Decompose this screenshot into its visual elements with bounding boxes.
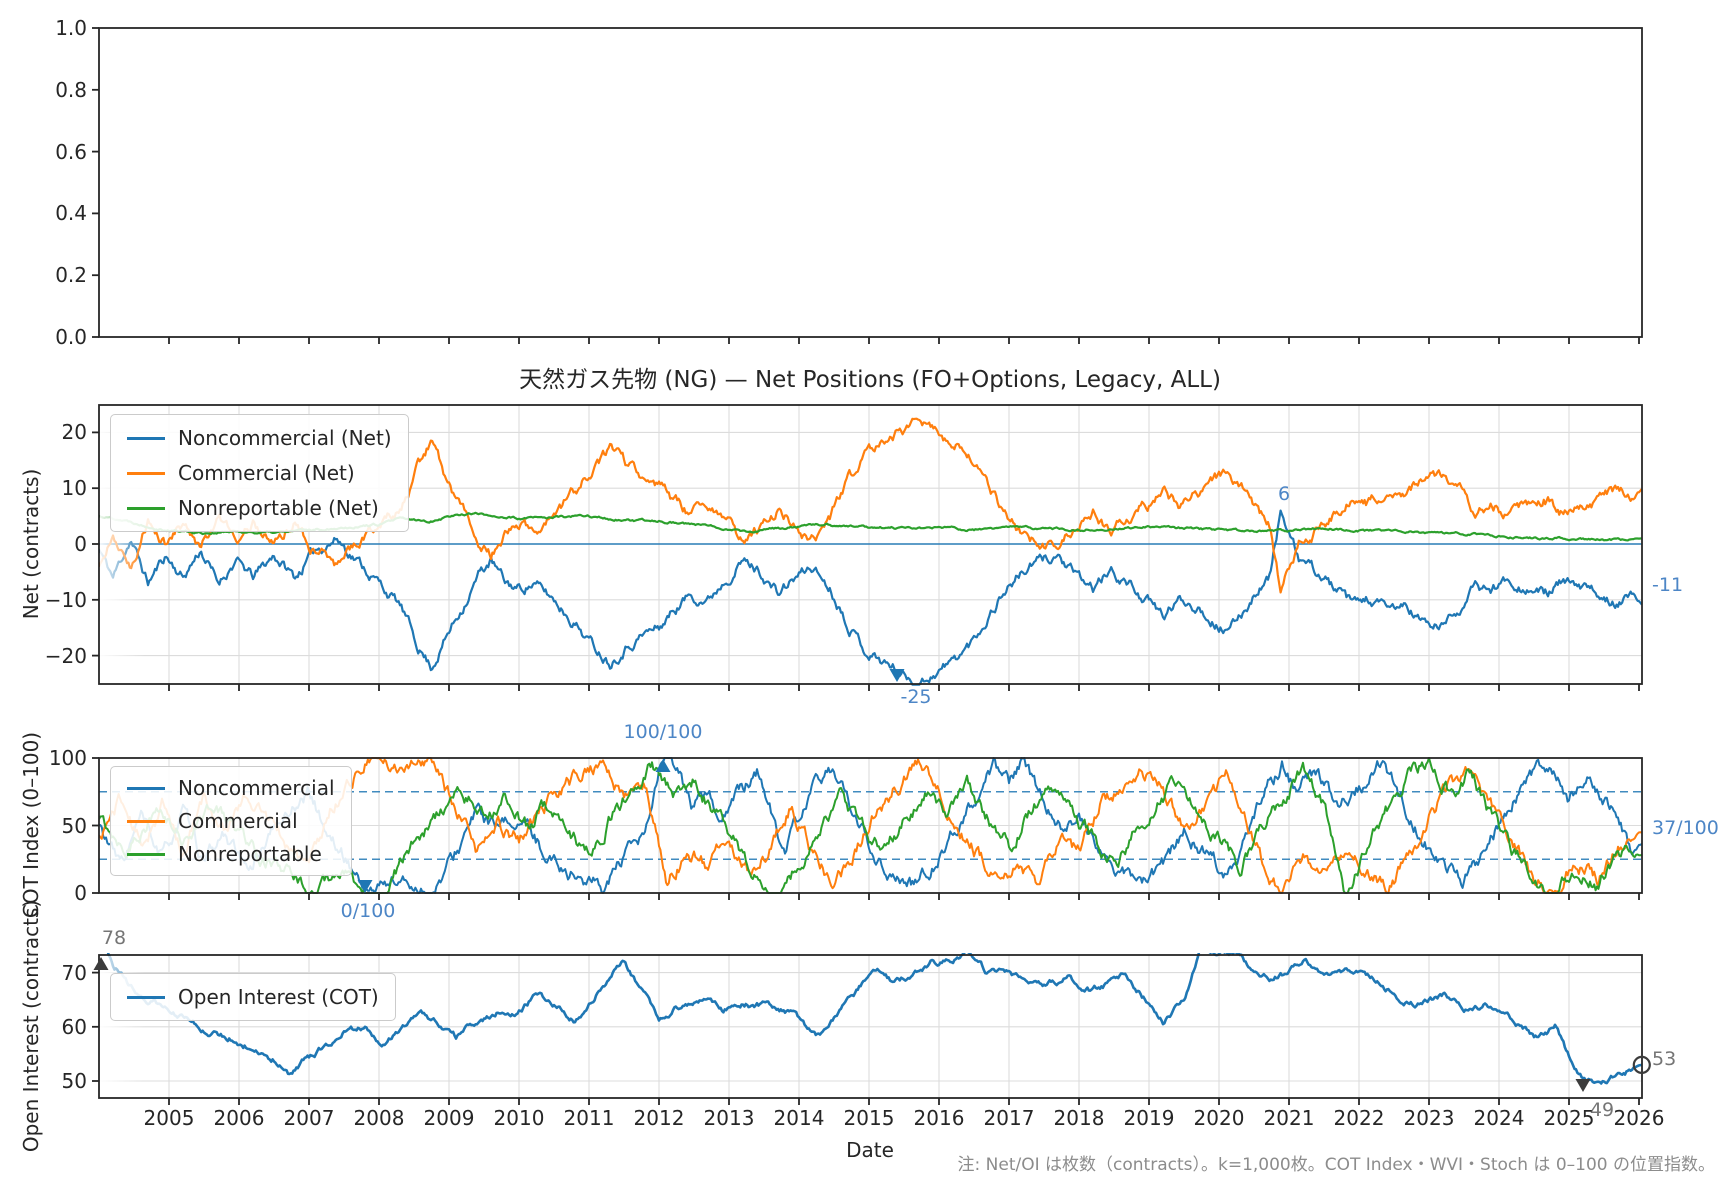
xtick-label-year: 2016 xyxy=(913,1106,965,1130)
annotation-cot-min: 0/100 xyxy=(340,900,396,922)
ytick-label-net: −20 xyxy=(44,643,87,668)
oi-last-marker xyxy=(1632,1055,1651,1075)
legend-label: Commercial xyxy=(178,809,298,833)
xtick-label-year: 2005 xyxy=(143,1106,195,1130)
ytick-label-empty: 0.8 xyxy=(55,77,87,102)
series-open-interest xyxy=(106,953,1642,1085)
y-axis-label-cot-index: COT Index (0–100) xyxy=(19,731,43,919)
series-cot-nonreportable xyxy=(99,757,1642,894)
nonreportable-line-swatch xyxy=(127,852,165,856)
legend-label: Commercial (Net) xyxy=(178,461,355,485)
series-cot-noncommercial xyxy=(99,757,1642,894)
axes-spine-box xyxy=(98,27,1643,338)
y-axis-label-open-interest: Open Interest (contracts) xyxy=(19,899,43,1153)
legend-cot-panel: Noncommercial Commercial Nonreportable xyxy=(110,766,352,876)
xtick-label-year: 2010 xyxy=(493,1106,545,1130)
legend-item-commercial-net: Commercial (Net) xyxy=(127,461,392,485)
series-commercial-net xyxy=(99,417,1642,594)
ytick-label-cot: 0 xyxy=(74,881,87,905)
ytick-label-empty: 0.6 xyxy=(55,139,87,164)
annotation-net-last: -11 xyxy=(1652,574,1684,596)
legend-label: Open Interest (COT) xyxy=(178,985,379,1009)
legend-label: Nonreportable (Net) xyxy=(178,496,379,520)
commercial-line-swatch xyxy=(127,819,165,823)
xtick-label-year: 2007 xyxy=(283,1106,335,1130)
xtick-label-year: 2017 xyxy=(983,1106,1035,1130)
annotation-cot-max: 100/100 xyxy=(623,721,703,743)
xtick-label-year: 2023 xyxy=(1403,1106,1455,1130)
legend-item-nonreportable: Nonreportable xyxy=(127,842,335,866)
annotation-oi-min: 49 xyxy=(1589,1099,1615,1121)
ytick-label-empty: 0.4 xyxy=(55,201,87,226)
xtick-label-year: 2014 xyxy=(773,1106,825,1130)
xtick-label-year: 2013 xyxy=(703,1106,755,1130)
x-axis-label: Date xyxy=(846,1138,894,1162)
ytick-label-net: 0 xyxy=(74,532,87,556)
nonreportable-line-swatch xyxy=(127,506,165,510)
xtick-label-year: 2026 xyxy=(1613,1106,1665,1130)
xtick-label-year: 2011 xyxy=(563,1106,615,1130)
xtick-label-year: 2008 xyxy=(353,1106,405,1130)
noncommercial-line-swatch xyxy=(127,786,165,790)
ytick-label-oi: 70 xyxy=(61,960,87,985)
legend-label: Noncommercial xyxy=(178,776,335,800)
xtick-label-year: 2024 xyxy=(1473,1106,1525,1130)
ytick-label-oi: 60 xyxy=(61,1014,87,1039)
ytick-label-cot: 100 xyxy=(48,746,87,770)
xtick-label-year: 2022 xyxy=(1333,1106,1385,1130)
ytick-label-net: 20 xyxy=(61,420,87,445)
legend-oi-panel: Open Interest (COT) xyxy=(110,973,396,1021)
annotation-oi-last: 53 xyxy=(1652,1048,1677,1070)
oi-min-marker xyxy=(1575,1079,1591,1092)
legend-label: Noncommercial (Net) xyxy=(178,426,392,450)
xtick-label-year: 2020 xyxy=(1193,1106,1245,1130)
legend-net-panel: Noncommercial (Net) Commercial (Net) Non… xyxy=(110,414,409,532)
series-noncommercial-net xyxy=(99,509,1642,686)
legend-item-nonreportable-net: Nonreportable (Net) xyxy=(127,496,392,520)
footnote: 注: Net/OI は枚数（contracts）。k=1,000枚。COT In… xyxy=(957,1155,1715,1175)
chart-title: 天然ガス先物 (NG) — Net Positions (FO+Options,… xyxy=(519,367,1221,393)
ytick-label-cot: 50 xyxy=(61,813,87,838)
legend-item-noncommercial: Noncommercial xyxy=(127,776,335,800)
cot-min-marker xyxy=(357,880,373,893)
ytick-label-net: 10 xyxy=(61,476,87,501)
xtick-label-year: 2009 xyxy=(423,1106,475,1130)
cot-max-marker xyxy=(655,759,671,772)
legend-item-open-interest: Open Interest (COT) xyxy=(127,985,379,1009)
annotation-oi-first: 78 xyxy=(101,927,127,949)
xtick-label-year: 2021 xyxy=(1263,1106,1315,1130)
ytick-label-empty: 1.0 xyxy=(55,16,87,40)
series-cot-commercial xyxy=(99,757,1642,894)
noncommercial-line-swatch xyxy=(127,436,165,440)
oi-first-marker xyxy=(93,957,109,970)
ytick-label-oi: 50 xyxy=(61,1069,87,1093)
xtick-label-year: 2015 xyxy=(843,1106,895,1130)
xtick-label-year: 2019 xyxy=(1123,1106,1175,1130)
xtick-label-year: 2025 xyxy=(1543,1106,1595,1130)
annotation-cot-last: 37/100 xyxy=(1652,817,1719,839)
ytick-label-empty: 0.2 xyxy=(55,263,87,288)
legend-label: Nonreportable xyxy=(178,842,322,866)
annotation-net-peak: 6 xyxy=(1277,483,1291,505)
net-min-marker xyxy=(889,669,905,682)
commercial-line-swatch xyxy=(127,471,165,475)
ytick-label-net: −10 xyxy=(44,587,87,612)
xtick-label-year: 2012 xyxy=(633,1106,685,1130)
open-interest-line-swatch xyxy=(127,995,165,999)
y-axis-label-net: Net (contracts) xyxy=(19,468,43,620)
annotation-net-min: -25 xyxy=(900,686,932,708)
legend-item-noncommercial-net: Noncommercial (Net) xyxy=(127,426,392,450)
legend-item-commercial: Commercial xyxy=(127,809,335,833)
xtick-label-year: 2018 xyxy=(1053,1106,1105,1130)
xtick-label-year: 2006 xyxy=(213,1106,265,1130)
ytick-label-empty: 0.0 xyxy=(55,325,87,349)
